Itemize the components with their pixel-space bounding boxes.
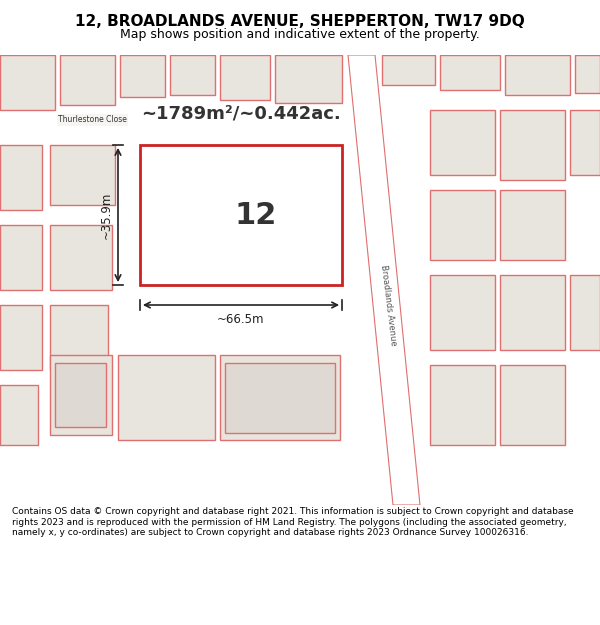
Polygon shape — [430, 275, 495, 350]
Polygon shape — [120, 55, 165, 97]
Polygon shape — [440, 55, 500, 90]
Polygon shape — [118, 355, 215, 440]
Text: Thurlestone Close: Thurlestone Close — [58, 116, 127, 124]
Polygon shape — [0, 55, 55, 110]
Polygon shape — [430, 190, 495, 260]
Text: ~35.9m: ~35.9m — [100, 191, 113, 239]
Text: ~66.5m: ~66.5m — [217, 313, 265, 326]
Polygon shape — [382, 55, 435, 85]
Polygon shape — [50, 225, 112, 290]
Text: ~1789m²/~0.442ac.: ~1789m²/~0.442ac. — [141, 104, 341, 122]
Polygon shape — [225, 363, 335, 433]
Polygon shape — [220, 355, 340, 440]
Polygon shape — [50, 145, 115, 205]
Polygon shape — [50, 305, 108, 370]
Text: 12: 12 — [235, 201, 277, 229]
Polygon shape — [220, 55, 270, 100]
Text: Contains OS data © Crown copyright and database right 2021. This information is : Contains OS data © Crown copyright and d… — [12, 508, 574, 538]
Polygon shape — [0, 385, 38, 445]
Polygon shape — [170, 55, 215, 95]
Polygon shape — [0, 145, 42, 210]
Polygon shape — [60, 55, 115, 105]
Polygon shape — [140, 145, 342, 285]
Polygon shape — [0, 305, 42, 370]
Text: Map shows position and indicative extent of the property.: Map shows position and indicative extent… — [120, 28, 480, 41]
Polygon shape — [500, 110, 565, 180]
Polygon shape — [50, 355, 112, 435]
Polygon shape — [430, 365, 495, 445]
Polygon shape — [430, 110, 495, 175]
Polygon shape — [500, 365, 565, 445]
Polygon shape — [275, 55, 342, 103]
Polygon shape — [348, 55, 420, 505]
Polygon shape — [0, 225, 42, 290]
Text: 12, BROADLANDS AVENUE, SHEPPERTON, TW17 9DQ: 12, BROADLANDS AVENUE, SHEPPERTON, TW17 … — [75, 14, 525, 29]
Polygon shape — [55, 363, 106, 427]
Polygon shape — [575, 55, 600, 93]
Polygon shape — [505, 55, 570, 95]
Polygon shape — [570, 275, 600, 350]
Polygon shape — [500, 190, 565, 260]
Text: Broadlands Avenue: Broadlands Avenue — [379, 264, 397, 346]
Polygon shape — [570, 110, 600, 175]
Polygon shape — [500, 275, 565, 350]
